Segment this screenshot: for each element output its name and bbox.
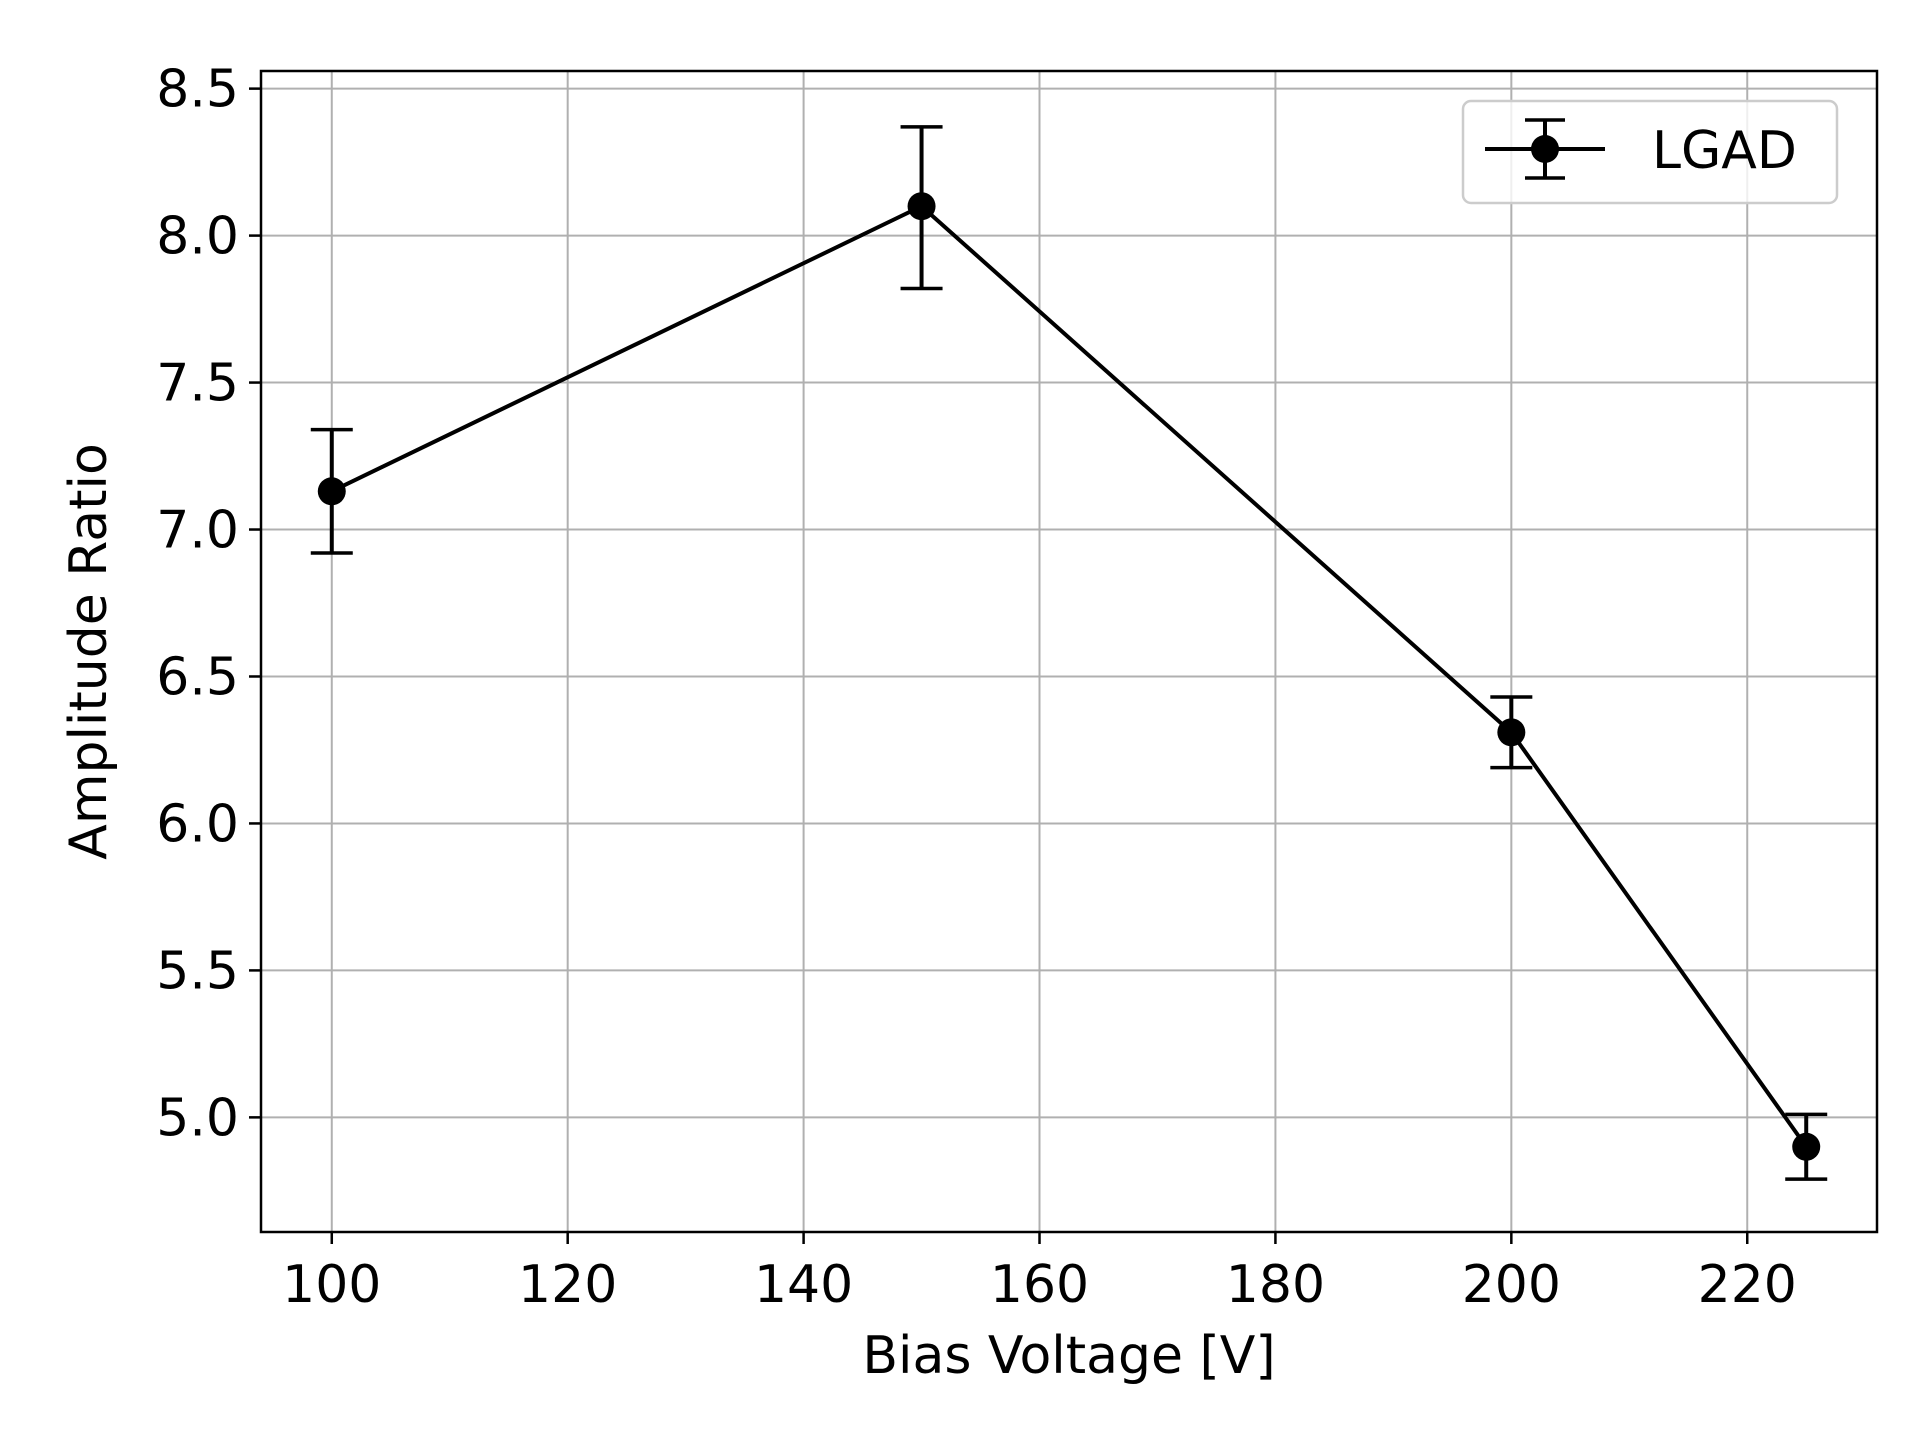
data-point: [1792, 1132, 1821, 1161]
data-point: [317, 477, 346, 506]
y-tick-label: 6.0: [156, 794, 239, 854]
data-point: [907, 192, 936, 221]
x-axis-label: Bias Voltage [V]: [862, 1326, 1275, 1386]
x-tick-label: 220: [1698, 1255, 1797, 1315]
series-line: [330, 204, 1808, 1148]
plot-area-frame: [259, 69, 1879, 1234]
legend-point: [1531, 135, 1559, 163]
legend-label-lgad: LGAD: [1652, 121, 1797, 181]
legend: LGAD: [1461, 99, 1839, 205]
x-axis-ticks: 100 120 140 160 180 200 220: [282, 1232, 1797, 1315]
x-tick-label: 160: [990, 1255, 1089, 1315]
y-tick-label: 5.0: [156, 1088, 239, 1148]
y-tick-label: 8.5: [156, 60, 239, 120]
legend-marker-lgad: [1485, 118, 1605, 180]
x-tick-label: 100: [282, 1255, 381, 1315]
grid: [261, 71, 1877, 1232]
y-tick-label: 5.5: [156, 941, 239, 1001]
y-axis-ticks: 5.0 5.5 6.0 6.5 7.0 7.5 8.0 8.5: [156, 60, 261, 1148]
data-point: [1497, 718, 1526, 747]
x-tick-label: 120: [518, 1255, 617, 1315]
x-tick-label: 140: [754, 1255, 853, 1315]
x-tick-label: 180: [1226, 1255, 1325, 1315]
y-tick-label: 7.0: [156, 501, 239, 561]
y-axis-label: Amplitude Ratio: [59, 443, 119, 860]
y-tick-label: 7.5: [156, 354, 239, 414]
y-tick-label: 6.5: [156, 647, 239, 707]
x-tick-label: 200: [1462, 1255, 1561, 1315]
series-lgad: [310, 125, 1828, 1181]
y-tick-label: 8.0: [156, 207, 239, 267]
